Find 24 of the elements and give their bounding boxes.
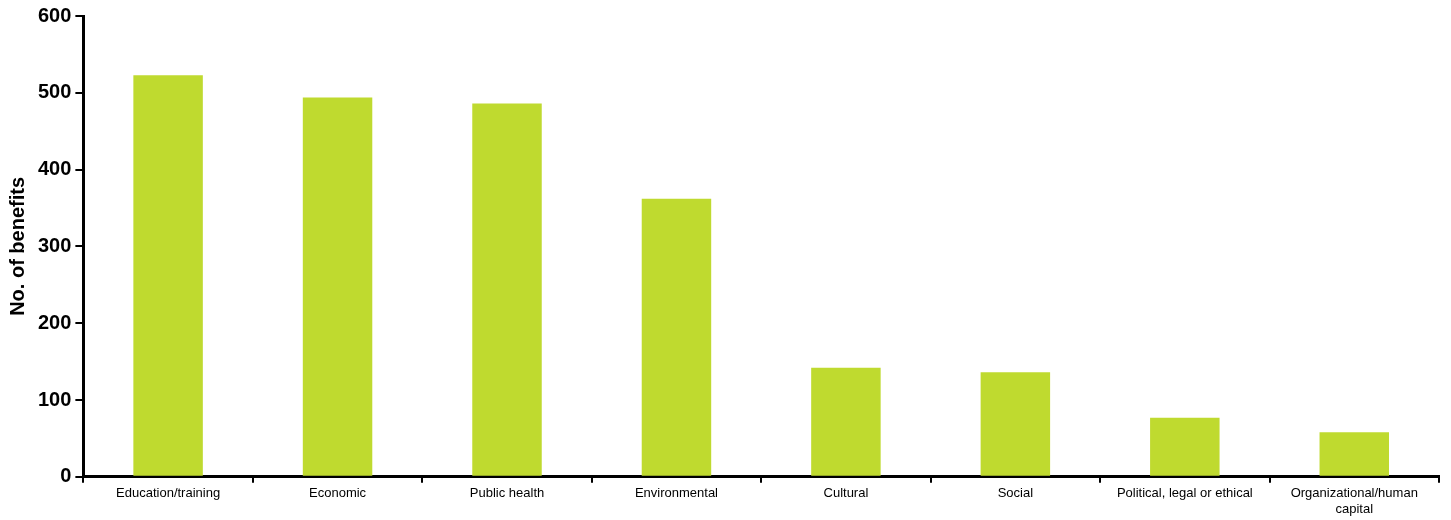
x-tick-label: Social: [997, 485, 1034, 501]
y-tick-label: 200: [37, 310, 72, 333]
bar: [1319, 432, 1390, 476]
y-tick-label: 0: [60, 464, 72, 487]
y-tick-label: 600: [37, 3, 72, 26]
y-tick-label: 300: [37, 233, 72, 256]
x-tick-label: Political, legal or ethical: [1116, 485, 1253, 501]
bar: [811, 367, 881, 476]
x-tick-label: Cultural: [823, 485, 869, 501]
x-tick-label: Public health: [469, 485, 545, 501]
y-tick-label: 500: [37, 80, 72, 103]
y-axis-title: No. of benefits: [5, 176, 28, 316]
y-tick-label: 100: [37, 387, 72, 410]
bar: [980, 372, 1051, 476]
x-tick-label: Education/training: [116, 485, 221, 501]
x-tick-label: Environmental: [634, 485, 719, 501]
bar: [1150, 417, 1220, 476]
x-tick-label: Organizational/human capital: [1290, 485, 1418, 516]
bar: [133, 75, 203, 476]
y-tick-label: 400: [37, 157, 72, 180]
x-tick-label: Economic: [309, 485, 367, 501]
bar: [302, 97, 373, 476]
bar: [472, 103, 542, 476]
bar: [641, 198, 712, 476]
